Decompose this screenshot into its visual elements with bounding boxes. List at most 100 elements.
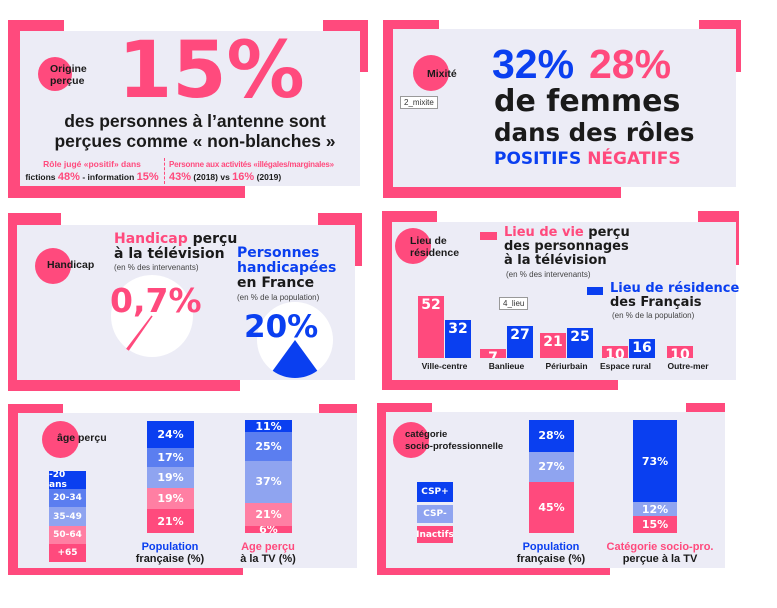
caption-line: Age perçu xyxy=(241,541,295,553)
tag-label: Origine perçue xyxy=(50,63,87,87)
frame xyxy=(377,568,610,575)
france-title-line: Personnes xyxy=(237,245,320,261)
category-label: Espace rural xyxy=(599,361,652,371)
legend-text: des personnages xyxy=(504,239,629,254)
tv-stack: 11% 25% 37% 21% 6% xyxy=(245,420,292,534)
category-label: Banlieue xyxy=(488,361,525,371)
legend-item: +65 xyxy=(49,543,86,563)
tag-line: Lieu de xyxy=(410,235,447,247)
legend-text: à la télévision xyxy=(504,253,607,268)
stat-value: 15% xyxy=(136,171,159,183)
tag-circle xyxy=(42,421,79,458)
tag-line: catégorie xyxy=(405,429,448,440)
tag-circle xyxy=(38,57,72,91)
legend-tv: Lieu de vie perçu des personnages à la t… xyxy=(504,226,630,268)
stack-segment: 17% xyxy=(147,447,194,467)
france-subtitle: (en % de la population) xyxy=(237,293,320,302)
stat-value: 48% xyxy=(57,171,80,183)
stack-segment: 24% xyxy=(147,421,194,448)
tag-label: Lieu de résidence xyxy=(410,235,459,259)
legend-item: 50-64 xyxy=(49,525,86,544)
tag-line: socio-professionnelle xyxy=(405,441,504,452)
tag-label: Handicap xyxy=(47,259,95,271)
population-stack: 28% 27% 45% xyxy=(529,420,574,533)
bar-fr: 32 xyxy=(445,319,471,358)
tv-caption: Age perçu à la TV (%) xyxy=(213,541,323,565)
bar-tv: 10 xyxy=(602,346,628,358)
stack-segment: 11% xyxy=(245,420,292,433)
stack-segment: 6% xyxy=(245,526,292,534)
category-label: Outre-mer xyxy=(667,361,709,371)
stat-label: - information xyxy=(82,172,135,182)
negative-label: NÉGATIFS xyxy=(587,149,681,169)
tv-stack: 73% 12% 15% xyxy=(633,420,677,533)
stack-segment: 25% xyxy=(245,432,292,461)
stat-illegal-activities: Personne aux activités «illégales/margin… xyxy=(169,158,334,184)
tag-label: catégorie socio-professionnelle xyxy=(405,429,503,453)
age-legend: -20 ans 20-34 35-49 50-64 +65 xyxy=(49,471,86,563)
divider xyxy=(164,158,165,184)
stack-segment: 19% xyxy=(147,488,194,510)
category-label: Ville-centre xyxy=(421,361,468,371)
bar-fr: 16 xyxy=(629,338,655,358)
tag-circle xyxy=(35,248,71,284)
tag-circle xyxy=(413,55,449,91)
headline-line: des personnes à l’antenne sont xyxy=(64,111,326,131)
caption-line: Catégorie socio-pro. xyxy=(606,541,714,553)
stat-value: 43% xyxy=(169,171,192,183)
caption-line: Population xyxy=(522,541,580,553)
legend-item: 20-34 xyxy=(49,489,86,508)
caption-line: française (%) xyxy=(516,553,586,565)
tv-title-highlight: Handicap xyxy=(114,231,188,247)
stat-title: Personne aux activités «illégales/margin… xyxy=(169,160,334,169)
tv-caption: Catégorie socio-pro. perçue à la TV xyxy=(600,541,720,565)
stack-segment: 37% xyxy=(245,460,292,503)
legend-item: CSP+ xyxy=(417,482,453,502)
legend-item: CSP- xyxy=(417,505,453,523)
negative-percent: 28% xyxy=(589,41,672,87)
population-caption: Population française (%) xyxy=(496,541,606,565)
tv-subtitle: (en % des intervenants) xyxy=(114,263,199,272)
france-percent: 20% xyxy=(244,309,319,345)
tv-title-line: à la télévision xyxy=(114,246,225,262)
france-pie xyxy=(257,302,333,378)
bar-tv: 21 xyxy=(540,333,566,358)
tag-label: âge perçu xyxy=(57,432,107,444)
tv-title-rest: perçu xyxy=(187,231,238,247)
image-label: 4_lieu xyxy=(499,297,529,310)
stat-label: (2019) xyxy=(256,172,282,182)
caption-line: à la TV (%) xyxy=(240,553,296,565)
tag-circle xyxy=(393,422,429,458)
stat-label: (2018) vs xyxy=(193,172,230,182)
stat-value: 16% xyxy=(232,171,255,183)
legend-text: des Français xyxy=(610,295,702,310)
bar-tv: 7 xyxy=(480,349,506,358)
bar-fr: 25 xyxy=(567,328,593,358)
stack-segment: 19% xyxy=(147,466,194,489)
frame xyxy=(8,186,245,198)
frame xyxy=(8,568,243,575)
image-label: 2_mixite xyxy=(400,96,438,109)
stat-label: fictions xyxy=(25,172,56,182)
legend-item: Inactifs xyxy=(417,526,453,543)
caption-line: perçue à la TV xyxy=(622,553,698,565)
bar-fr: 27 xyxy=(507,325,533,358)
panel-bg xyxy=(20,31,360,186)
bar-tv: 10 xyxy=(667,346,693,358)
legend-swatch-tv xyxy=(480,232,497,240)
france-title-line: en France xyxy=(237,275,315,291)
tv-percent: 0,7% xyxy=(110,281,202,320)
big-percent: 15% xyxy=(118,26,305,116)
pie-slice xyxy=(126,315,153,351)
frame xyxy=(383,187,621,198)
legend-swatch-france xyxy=(587,287,603,295)
population-stack: 24% 17% 19% 19% 21% xyxy=(147,421,194,533)
stack-segment: 28% xyxy=(529,420,574,452)
category-label: Périurbain xyxy=(545,361,588,371)
tv-pie xyxy=(111,275,193,357)
pie-slice xyxy=(272,340,318,378)
stack-segment: 45% xyxy=(529,482,574,533)
caption-line: Population xyxy=(141,541,199,553)
legend-france: Lieu de résidence des Français xyxy=(610,282,739,310)
tag-label: Mixité xyxy=(427,68,457,80)
